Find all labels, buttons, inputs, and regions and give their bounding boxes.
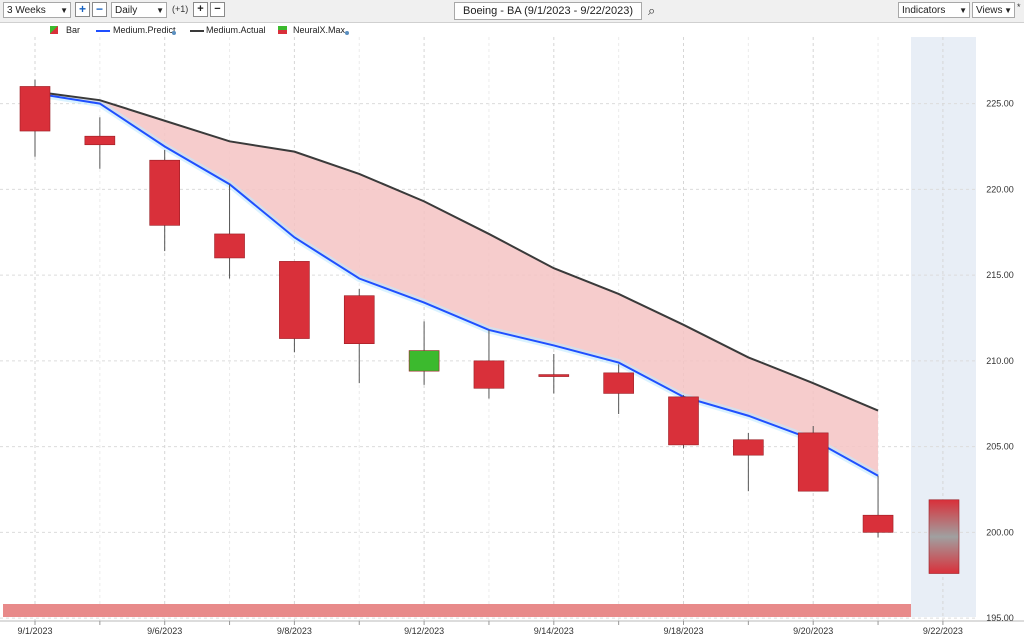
views-label: Views bbox=[976, 5, 1003, 16]
y-tick-label: 210.00 bbox=[986, 356, 1014, 366]
neuralx-max-band bbox=[3, 604, 911, 617]
candles bbox=[19, 79, 960, 574]
x-tick-label: 9/6/2023 bbox=[147, 626, 182, 636]
prediction-band-area bbox=[35, 91, 879, 476]
x-tick-label: 9/14/2023 bbox=[534, 626, 574, 636]
candle-body bbox=[279, 261, 310, 339]
x-tick-label: 9/8/2023 bbox=[277, 626, 312, 636]
legend-bar[interactable]: Bar bbox=[66, 25, 81, 35]
predict-line bbox=[34, 92, 879, 477]
candle-body bbox=[538, 374, 570, 377]
actual-line bbox=[34, 90, 879, 412]
candle-body bbox=[668, 396, 699, 446]
chevron-down-icon: ▼ bbox=[156, 6, 164, 15]
x-tick-label: 9/18/2023 bbox=[663, 626, 703, 636]
candle-body bbox=[862, 514, 894, 533]
neuralx-legend-icon bbox=[278, 26, 287, 34]
chevron-down-icon: ▼ bbox=[1004, 6, 1012, 15]
offset-minus-button[interactable]: − bbox=[210, 2, 225, 17]
x-tick-label: 9/22/2023 bbox=[923, 626, 963, 636]
toolbar: 3 Weeks ▼ + − Daily ▼ (+1) + − Boeing - … bbox=[0, 0, 1024, 23]
y-tick-label: 205.00 bbox=[986, 442, 1014, 452]
interval-select[interactable]: Daily ▼ bbox=[111, 2, 167, 18]
candle-body bbox=[343, 295, 375, 344]
indicators-label: Indicators bbox=[902, 5, 946, 16]
legend-predict[interactable]: Medium.Predict bbox=[113, 25, 176, 35]
interval-value: Daily bbox=[115, 5, 138, 16]
candle-body bbox=[19, 86, 51, 132]
y-tick-label: 195.00 bbox=[986, 613, 1014, 623]
offset-label: (+1) bbox=[172, 4, 189, 14]
predict-settings-dot[interactable] bbox=[172, 31, 176, 35]
y-tick-label: 200.00 bbox=[986, 527, 1014, 537]
x-tick-label: 9/20/2023 bbox=[793, 626, 833, 636]
plus-icon: + bbox=[197, 3, 204, 15]
candle-body bbox=[603, 372, 634, 394]
candle-body bbox=[214, 233, 245, 259]
symbol-title[interactable]: Boeing - BA (9/1/2023 - 9/22/2023) bbox=[454, 2, 642, 20]
views-dropdown[interactable]: Views ▼ bbox=[972, 2, 1015, 18]
zoom-in-button[interactable]: + bbox=[75, 2, 90, 17]
asterisk-marker: * bbox=[1017, 2, 1021, 12]
offset-plus-button[interactable]: + bbox=[193, 2, 208, 17]
minus-icon: − bbox=[95, 2, 103, 16]
candle-body bbox=[149, 159, 180, 226]
x-tick-label: 9/12/2023 bbox=[404, 626, 444, 636]
candle-body bbox=[408, 350, 440, 372]
x-axis: 9/1/2023 9/6/2023 9/8/2023 9/12/2023 9/14/20… bbox=[17, 621, 963, 636]
forecast-candle bbox=[928, 499, 960, 574]
search-icon[interactable]: ⌕ bbox=[648, 3, 656, 18]
indicators-dropdown[interactable]: Indicators ▼ bbox=[898, 2, 970, 18]
y-tick-label: 220.00 bbox=[986, 184, 1014, 194]
prediction-gap-band bbox=[35, 91, 879, 476]
bar-legend-icon bbox=[50, 26, 58, 34]
x-tick-label: 9/1/2023 bbox=[17, 626, 52, 636]
candle-body bbox=[84, 135, 116, 146]
range-value: 3 Weeks bbox=[7, 5, 46, 16]
chevron-down-icon: ▼ bbox=[60, 6, 68, 15]
range-select[interactable]: 3 Weeks ▼ bbox=[3, 2, 71, 18]
candle-body bbox=[797, 432, 829, 492]
chevron-down-icon: ▼ bbox=[959, 6, 967, 15]
plus-icon: + bbox=[78, 2, 86, 16]
indicator-lines bbox=[34, 89, 880, 479]
candle-body bbox=[733, 439, 764, 456]
candle-body bbox=[473, 360, 505, 389]
y-tick-label: 225.00 bbox=[986, 99, 1014, 109]
legend-neuralx[interactable]: NeuralX.Max bbox=[293, 25, 346, 35]
predict-legend-icon bbox=[96, 30, 110, 32]
y-tick-label: 215.00 bbox=[986, 270, 1014, 280]
minus-icon: − bbox=[214, 3, 221, 15]
neuralx-settings-dot[interactable] bbox=[345, 31, 349, 35]
actual-legend-icon bbox=[190, 30, 204, 32]
legend-actual[interactable]: Medium.Actual bbox=[206, 25, 266, 35]
y-axis: 225.00 220.00 215.00 210.00 205.00 200.00 195.… bbox=[986, 99, 1014, 623]
zoom-out-button[interactable]: − bbox=[92, 2, 107, 17]
